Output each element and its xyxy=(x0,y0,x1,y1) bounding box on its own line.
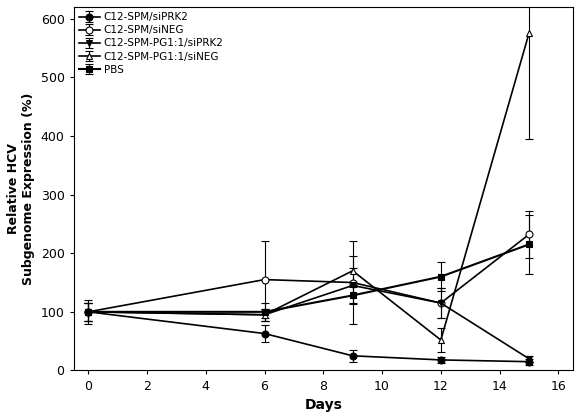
X-axis label: Days: Days xyxy=(304,398,342,412)
Legend: C12-SPM/siPRK2, C12-SPM/siNEG, C12-SPM-PG1:1/siPRK2, C12-SPM-PG1:1/siNEG, PBS: C12-SPM/siPRK2, C12-SPM/siNEG, C12-SPM-P… xyxy=(75,9,227,78)
Y-axis label: Relative HCV
Subgenome Expression (%): Relative HCV Subgenome Expression (%) xyxy=(7,93,35,285)
